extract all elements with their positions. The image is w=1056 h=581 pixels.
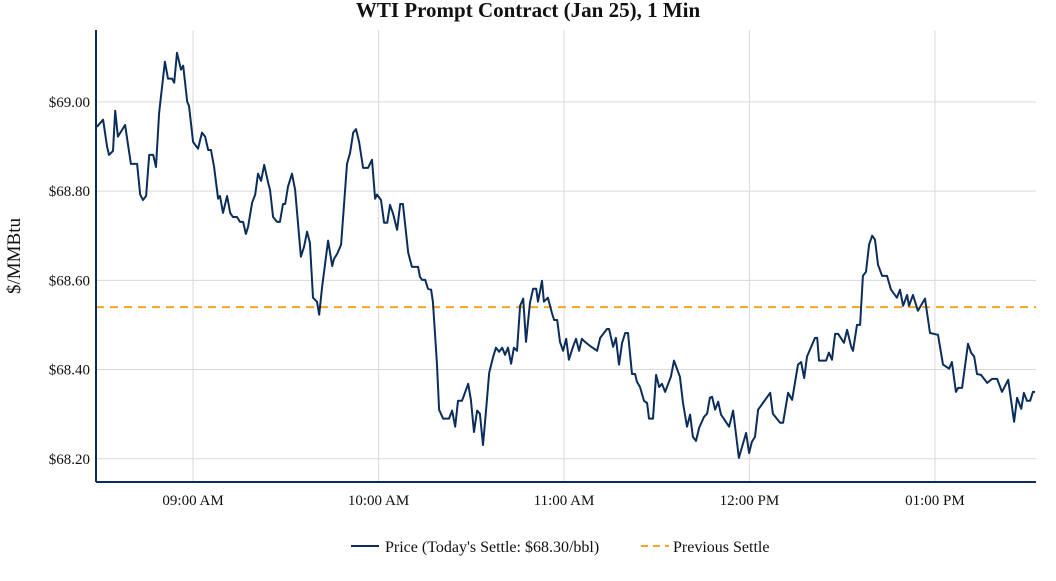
y-axis-label: $/MMBtu (4, 217, 25, 294)
y-tick-label: $68.20 (49, 452, 90, 468)
y-tick-label: $68.60 (49, 273, 90, 289)
legend-item-price[interactable]: Price (Today's Settle: $68.30/bbl) (351, 539, 599, 556)
x-tick-label: 12:00 PM (720, 493, 780, 509)
x-tick-labels: 09:00 AM 10:00 AM 11:00 AM 12:00 PM 01:00 PM (162, 493, 964, 509)
x-tick-label: 11:00 AM (534, 493, 595, 509)
legend-label-previous-settle: Previous Settle (673, 539, 769, 556)
y-tick-labels: $68.20 $68.40 $68.60 $68.80 $69.00 (49, 95, 90, 468)
gridlines (96, 30, 1036, 482)
x-tick-label: 10:00 AM (348, 493, 409, 509)
legend: Price (Today's Settle: $68.30/bbl) Previ… (351, 539, 769, 556)
x-tick-label: 09:00 AM (162, 493, 223, 509)
legend-item-previous-settle[interactable]: Previous Settle (641, 539, 769, 556)
legend-label-price: Price (Today's Settle: $68.30/bbl) (385, 539, 599, 556)
chart-title: WTI Prompt Contract (Jan 25), 1 Min (356, 0, 701, 22)
y-tick-label: $68.40 (49, 363, 90, 379)
price-line (97, 53, 1035, 458)
y-tick-label: $69.00 (49, 95, 90, 111)
x-tick-label: 01:00 PM (905, 493, 965, 509)
y-tick-label: $68.80 (49, 184, 90, 200)
series-layer (96, 53, 1036, 458)
